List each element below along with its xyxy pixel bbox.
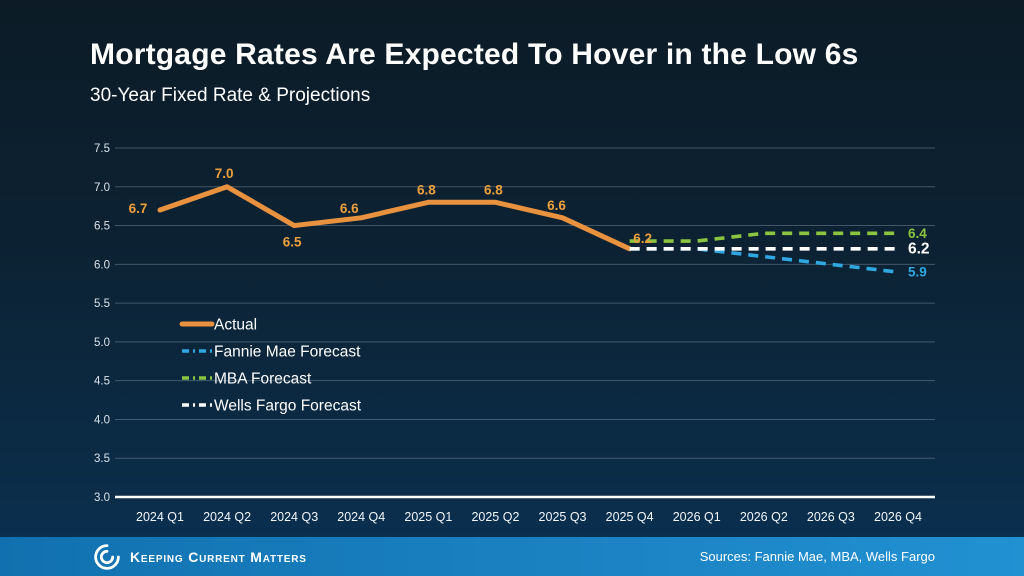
data-point-label: 6.6 [547,198,566,213]
y-tick-label: 7.0 [94,182,110,194]
y-tick-label: 5.5 [94,298,110,310]
x-axis-label: 2024 Q4 [337,510,385,524]
brand-name: Keeping Current Matters [130,548,307,565]
y-tick-label: 4.5 [94,376,110,388]
data-point-label: 6.5 [283,235,302,250]
page-title: Mortgage Rates Are Expected To Hover in … [90,38,859,71]
y-tick-label: 3.0 [94,492,110,504]
page-subtitle: 30-Year Fixed Rate & Projections [90,85,371,106]
series-line-mba-forecast [629,231,898,243]
x-axis-label: 2025 Q3 [539,510,587,524]
legend-label-fannie-mae-forecast: Fannie Mae Forecast [214,344,361,361]
brand-block: Keeping Current Matters [93,543,307,571]
x-axis-label: 2024 Q3 [270,510,318,524]
data-point-label: 6.7 [129,201,148,216]
series-line-fannie-mae-forecast [629,247,899,274]
sources-text: Sources: Fannie Mae, MBA, Wells Fargo [699,549,935,564]
y-tick-label: 4.0 [94,414,110,426]
x-axis-label: 2025 Q1 [404,510,452,524]
data-point-label: 7.0 [215,166,234,181]
x-axis-label: 2026 Q1 [673,510,721,524]
x-axis-label: 2024 Q1 [136,510,184,524]
legend-label-wells-fargo-forecast: Wells Fargo Forecast [214,398,362,415]
x-axis-label: 2025 Q2 [471,510,519,524]
x-axis-label: 2025 Q4 [606,510,654,524]
legend-label-actual: Actual [214,317,257,334]
x-axis-label: 2026 Q3 [807,510,855,524]
x-axis-label: 2024 Q2 [203,510,251,524]
data-point-label: 6.8 [417,182,436,197]
x-axis-label: 2026 Q2 [740,510,788,524]
end-label-fannie-mae-forecast: 5.9 [908,265,927,280]
end-label-wells-fargo-forecast: 6.2 [908,240,930,257]
end-label-mba-forecast: 6.4 [908,226,927,241]
data-point-label: 6.8 [484,182,503,197]
y-tick-label: 6.0 [94,259,110,271]
series-line-actual [157,184,633,252]
data-point-label: 6.6 [340,201,359,216]
footer-bar: Keeping Current Matters Sources: Fannie … [0,537,1024,576]
data-point-label: 6.2 [633,231,652,246]
y-tick-label: 5.0 [94,337,110,349]
y-tick-label: 3.5 [94,453,110,465]
y-tick-label: 7.5 [94,143,110,155]
legend-label-mba-forecast: MBA Forecast [214,371,312,388]
x-axis-label: 2026 Q4 [874,510,922,524]
y-tick-label: 6.5 [94,221,110,233]
kcm-spiral-logo-icon [94,543,120,570]
